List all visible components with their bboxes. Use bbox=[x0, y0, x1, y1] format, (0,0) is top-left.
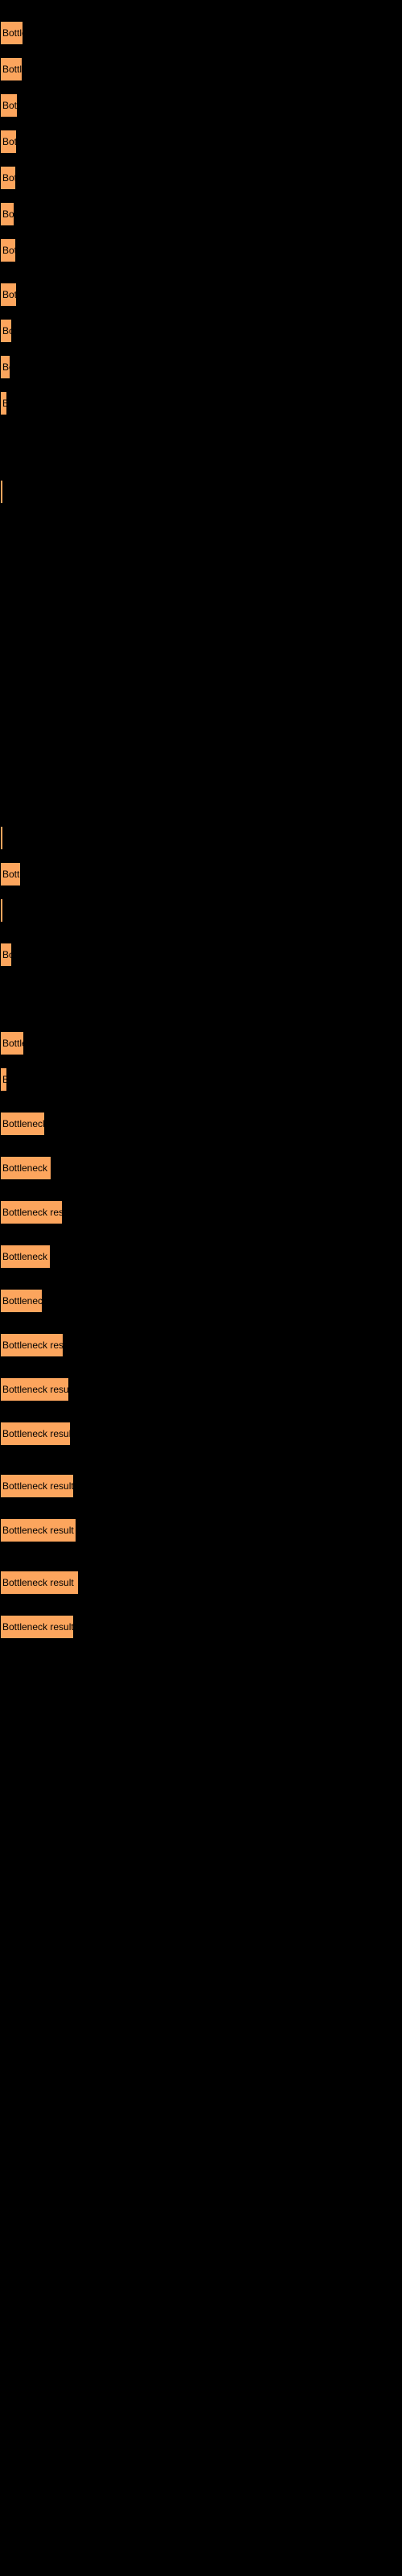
bar: Bottleneck result bbox=[0, 238, 16, 262]
bar-row: Bottleneck result bbox=[0, 238, 16, 262]
bar: Bottleneck result bbox=[0, 1031, 24, 1055]
bar-row: Bottleneck result bbox=[0, 1067, 7, 1092]
bottleneck-bar-chart: Bottleneck result Bottleneck result Bottle… bbox=[0, 0, 402, 2576]
bar: Bottleneck result bbox=[0, 1571, 79, 1595]
bar: Bottleneck result bbox=[0, 391, 7, 415]
bar: Bottleneck result bbox=[0, 355, 10, 379]
bar-row: Bottleneck result bbox=[0, 862, 21, 886]
bar-row: Bottleneck result bbox=[0, 943, 12, 967]
bar: Bottleneck result bbox=[0, 1474, 74, 1498]
bar: Bottleneck result bbox=[0, 1245, 51, 1269]
bar-row: Bottleneck result bbox=[0, 1245, 51, 1269]
bar: Bottleneck result bbox=[0, 1112, 45, 1136]
bar-row: Bottleneck result bbox=[0, 1031, 24, 1055]
bar-row: Bottleneck result bbox=[0, 283, 17, 307]
bar-row: Bottleneck result bbox=[0, 1571, 79, 1595]
bar-row: Bottleneck result bbox=[0, 1422, 71, 1446]
bar-row: Bottleneck result bbox=[0, 480, 3, 504]
bar: Bottleneck result bbox=[0, 1422, 71, 1446]
bar-row: Bottleneck result bbox=[0, 1200, 63, 1224]
bar-row: Bottleneck result bbox=[0, 166, 16, 190]
bar: Bottleneck result bbox=[0, 319, 12, 343]
bar: Bottleneck result bbox=[0, 21, 23, 45]
bar-row: Bottleneck result bbox=[0, 826, 3, 850]
bar-row: Bottleneck result bbox=[0, 93, 18, 118]
bar-row: Bottleneck result bbox=[0, 319, 12, 343]
bar: Bottleneck result bbox=[0, 898, 3, 923]
bar-row: Bottleneck result bbox=[0, 21, 23, 45]
bar: Bottleneck result bbox=[0, 57, 23, 81]
bar: Bottleneck result bbox=[0, 826, 3, 850]
bar: Bottleneck result bbox=[0, 166, 16, 190]
bar-row: Bottleneck result bbox=[0, 391, 7, 415]
bar: Bottleneck result bbox=[0, 1200, 63, 1224]
bar: Bottleneck result bbox=[0, 93, 18, 118]
bar: Bottleneck result bbox=[0, 130, 17, 154]
bar: Bottleneck result bbox=[0, 1156, 51, 1180]
bar: Bottleneck result bbox=[0, 1067, 7, 1092]
bar: Bottleneck result bbox=[0, 1377, 69, 1402]
bar: Bottleneck result bbox=[0, 943, 12, 967]
bar-row: Bottleneck result bbox=[0, 898, 3, 923]
bar-row: Bottleneck result bbox=[0, 355, 10, 379]
bar-row: Bottleneck result bbox=[0, 1518, 76, 1542]
bar-row: Bottleneck result bbox=[0, 1377, 69, 1402]
bar: Bottleneck result bbox=[0, 862, 21, 886]
bar-row: Bottleneck result bbox=[0, 1615, 74, 1639]
bar-row: Bottleneck result bbox=[0, 1156, 51, 1180]
bar: Bottleneck result bbox=[0, 1289, 43, 1313]
bar-row: Bottleneck result bbox=[0, 57, 23, 81]
bar: Bottleneck result bbox=[0, 1518, 76, 1542]
bar-row: Bottleneck result bbox=[0, 1289, 43, 1313]
bar: Bottleneck result bbox=[0, 480, 3, 504]
bar-row: Bottleneck result bbox=[0, 1112, 45, 1136]
bar-row: Bottleneck result bbox=[0, 130, 17, 154]
bar: Bottleneck result bbox=[0, 202, 14, 226]
bar-row: Bottleneck result bbox=[0, 202, 14, 226]
bar: Bottleneck result bbox=[0, 1615, 74, 1639]
bar: Bottleneck result bbox=[0, 1333, 64, 1357]
bar-row: Bottleneck result bbox=[0, 1474, 74, 1498]
bar: Bottleneck result bbox=[0, 283, 17, 307]
bar-row: Bottleneck result bbox=[0, 1333, 64, 1357]
